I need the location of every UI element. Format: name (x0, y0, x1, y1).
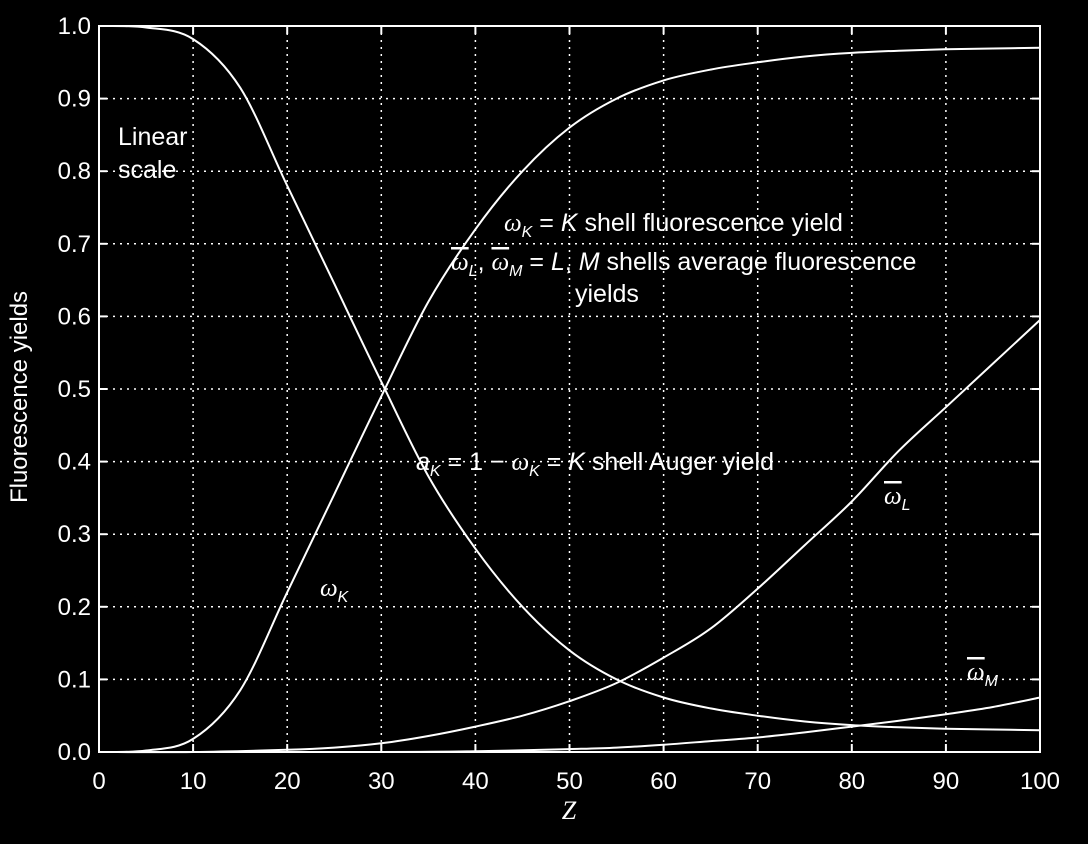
equals-sign: = (540, 448, 569, 476)
y-tick-label: 0.0 (58, 739, 91, 766)
y-tick-label: 1.0 (58, 13, 91, 40)
y-tick-label: 0.7 (58, 231, 91, 258)
equals-sign: = (522, 248, 551, 276)
y-tick-label: 0.2 (58, 594, 91, 621)
x-tick-label: 100 (1020, 768, 1060, 795)
y-tick-label: 0.5 (58, 376, 91, 403)
series-label-omega-m: ωM (967, 659, 999, 690)
k-symbol: K (561, 209, 579, 237)
y-tick-label: 0.8 (58, 158, 91, 185)
series-lines (98, 24, 1041, 754)
definition-text: shells average fluorescence (600, 248, 917, 276)
equation-part: = 1 − (441, 448, 512, 476)
k-symbol: K (568, 448, 586, 476)
y-tick-label: 0.9 (58, 86, 91, 113)
definition-text: shell Auger yield (585, 448, 774, 476)
separator: , (565, 248, 579, 276)
subscript-k: K (529, 463, 541, 480)
y-tick-label: 0.4 (58, 449, 91, 476)
axis-ticks: 0 10 20 30 40 50 60 70 80 90 100 0.0 0.1 0.2 0.3 0.4 0.5… (58, 13, 1060, 795)
x-axis-label: Z (562, 796, 577, 825)
series-line-omega-k (98, 46, 1041, 754)
definition-text: shell fluorescence yield (578, 209, 843, 237)
y-tick-label: 0.3 (58, 521, 91, 548)
x-tick-label: 40 (462, 768, 489, 795)
y-tick-label: 0.1 (58, 666, 91, 693)
subscript-k: K (430, 463, 442, 480)
scale-note-line2: scale (118, 156, 176, 184)
x-tick-label: 60 (650, 768, 677, 795)
m-symbol: M (579, 248, 600, 276)
x-tick-label: 10 (180, 768, 207, 795)
equals-sign: = (532, 209, 561, 237)
omega-symbol: ω (320, 575, 338, 602)
definition-k-shell: ωK = K shell fluorescence yield (504, 209, 843, 241)
subscript-l: L (469, 263, 478, 280)
y-axis-label: Fluorescence yields (6, 291, 33, 503)
x-tick-label: 90 (933, 768, 960, 795)
x-tick-label: 80 (838, 768, 865, 795)
x-tick-label: 50 (556, 768, 583, 795)
series-line-omega-l (98, 319, 1041, 754)
a-symbol: a (416, 448, 430, 476)
subscript-m: M (509, 263, 523, 280)
subscript-k: K (338, 589, 350, 606)
subscript-k: K (522, 224, 534, 241)
definition-lm-line2: yields (575, 280, 639, 308)
grid-lines (99, 26, 1040, 752)
x-tick-label: 0 (92, 768, 105, 795)
series-label-omega-k: ωK (320, 575, 350, 606)
x-tick-label: 20 (274, 768, 301, 795)
omega-bar-l-symbol: ω (451, 249, 469, 276)
omega-symbol: ω (504, 210, 522, 237)
omega-bar-m-symbol: ω (491, 249, 509, 276)
x-tick-label: 30 (368, 768, 395, 795)
omega-symbol: ω (511, 449, 529, 476)
x-tick-label: 70 (744, 768, 771, 795)
omega-bar-symbol: ω (884, 483, 902, 510)
omega-bar-symbol: ω (967, 659, 985, 686)
comma: , (478, 248, 492, 276)
series-label-omega-l: ωL (884, 483, 911, 514)
subscript-m: M (985, 673, 999, 690)
definition-auger: aK = 1 − ωK = K shell Auger yield (416, 448, 774, 480)
series-line-a-k (98, 24, 1041, 732)
scale-note-line1: Linear (118, 123, 188, 151)
subscript-l: L (902, 497, 911, 514)
definition-lm-shells: ωL, ωM = L, M shells average fluorescenc… (451, 248, 916, 280)
y-tick-label: 0.6 (58, 303, 91, 330)
l-symbol: L (551, 248, 565, 276)
